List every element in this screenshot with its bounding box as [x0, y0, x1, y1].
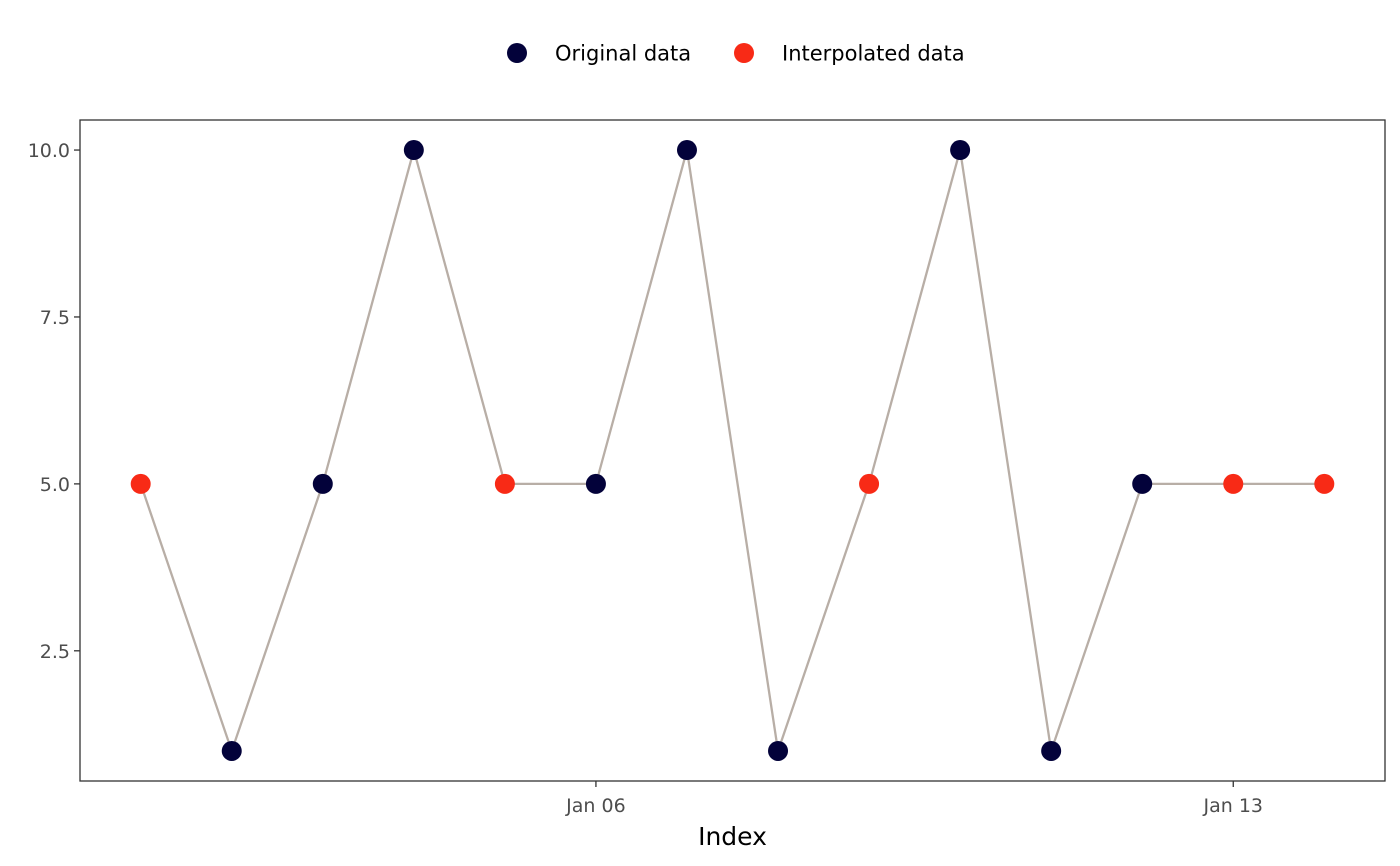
original-data-point	[676, 140, 697, 161]
legend-label: Interpolated data	[782, 42, 965, 66]
x-tick-label: Jan 13	[1202, 795, 1263, 817]
x-tick-label: Jan 06	[565, 795, 626, 817]
original-data-point	[1041, 740, 1062, 761]
original-data-point	[1132, 473, 1153, 494]
data-points	[130, 140, 1335, 761]
y-tick-label: 7.5	[40, 307, 70, 329]
legend-key-0	[507, 43, 527, 63]
original-data-point	[585, 473, 606, 494]
original-data-point	[312, 473, 333, 494]
interpolated-data-point	[130, 473, 151, 494]
x-axis: Jan 06 Jan 13	[565, 781, 1263, 817]
y-tick-label: 5.0	[40, 474, 70, 496]
original-data-point	[403, 140, 424, 161]
y-axis: 2.5 5.0 7.5 10.0	[28, 140, 80, 663]
interpolated-data-point	[1223, 473, 1244, 494]
y-tick-label: 10.0	[28, 140, 70, 162]
y-tick-label: 2.5	[40, 641, 70, 663]
interpolated-data-point	[494, 473, 515, 494]
legend-label: Original data	[555, 42, 691, 66]
series-line	[139, 148, 1325, 753]
plot-panel	[79, 119, 1386, 782]
original-data-point	[768, 740, 789, 761]
legend: Original data Interpolated data	[507, 42, 965, 66]
original-data-point	[950, 140, 971, 161]
interpolated-data-point	[859, 473, 880, 494]
interpolated-data-point	[1314, 473, 1335, 494]
legend-key-1	[734, 43, 754, 63]
x-axis-title: Index	[698, 822, 767, 851]
original-data-point	[221, 740, 242, 761]
